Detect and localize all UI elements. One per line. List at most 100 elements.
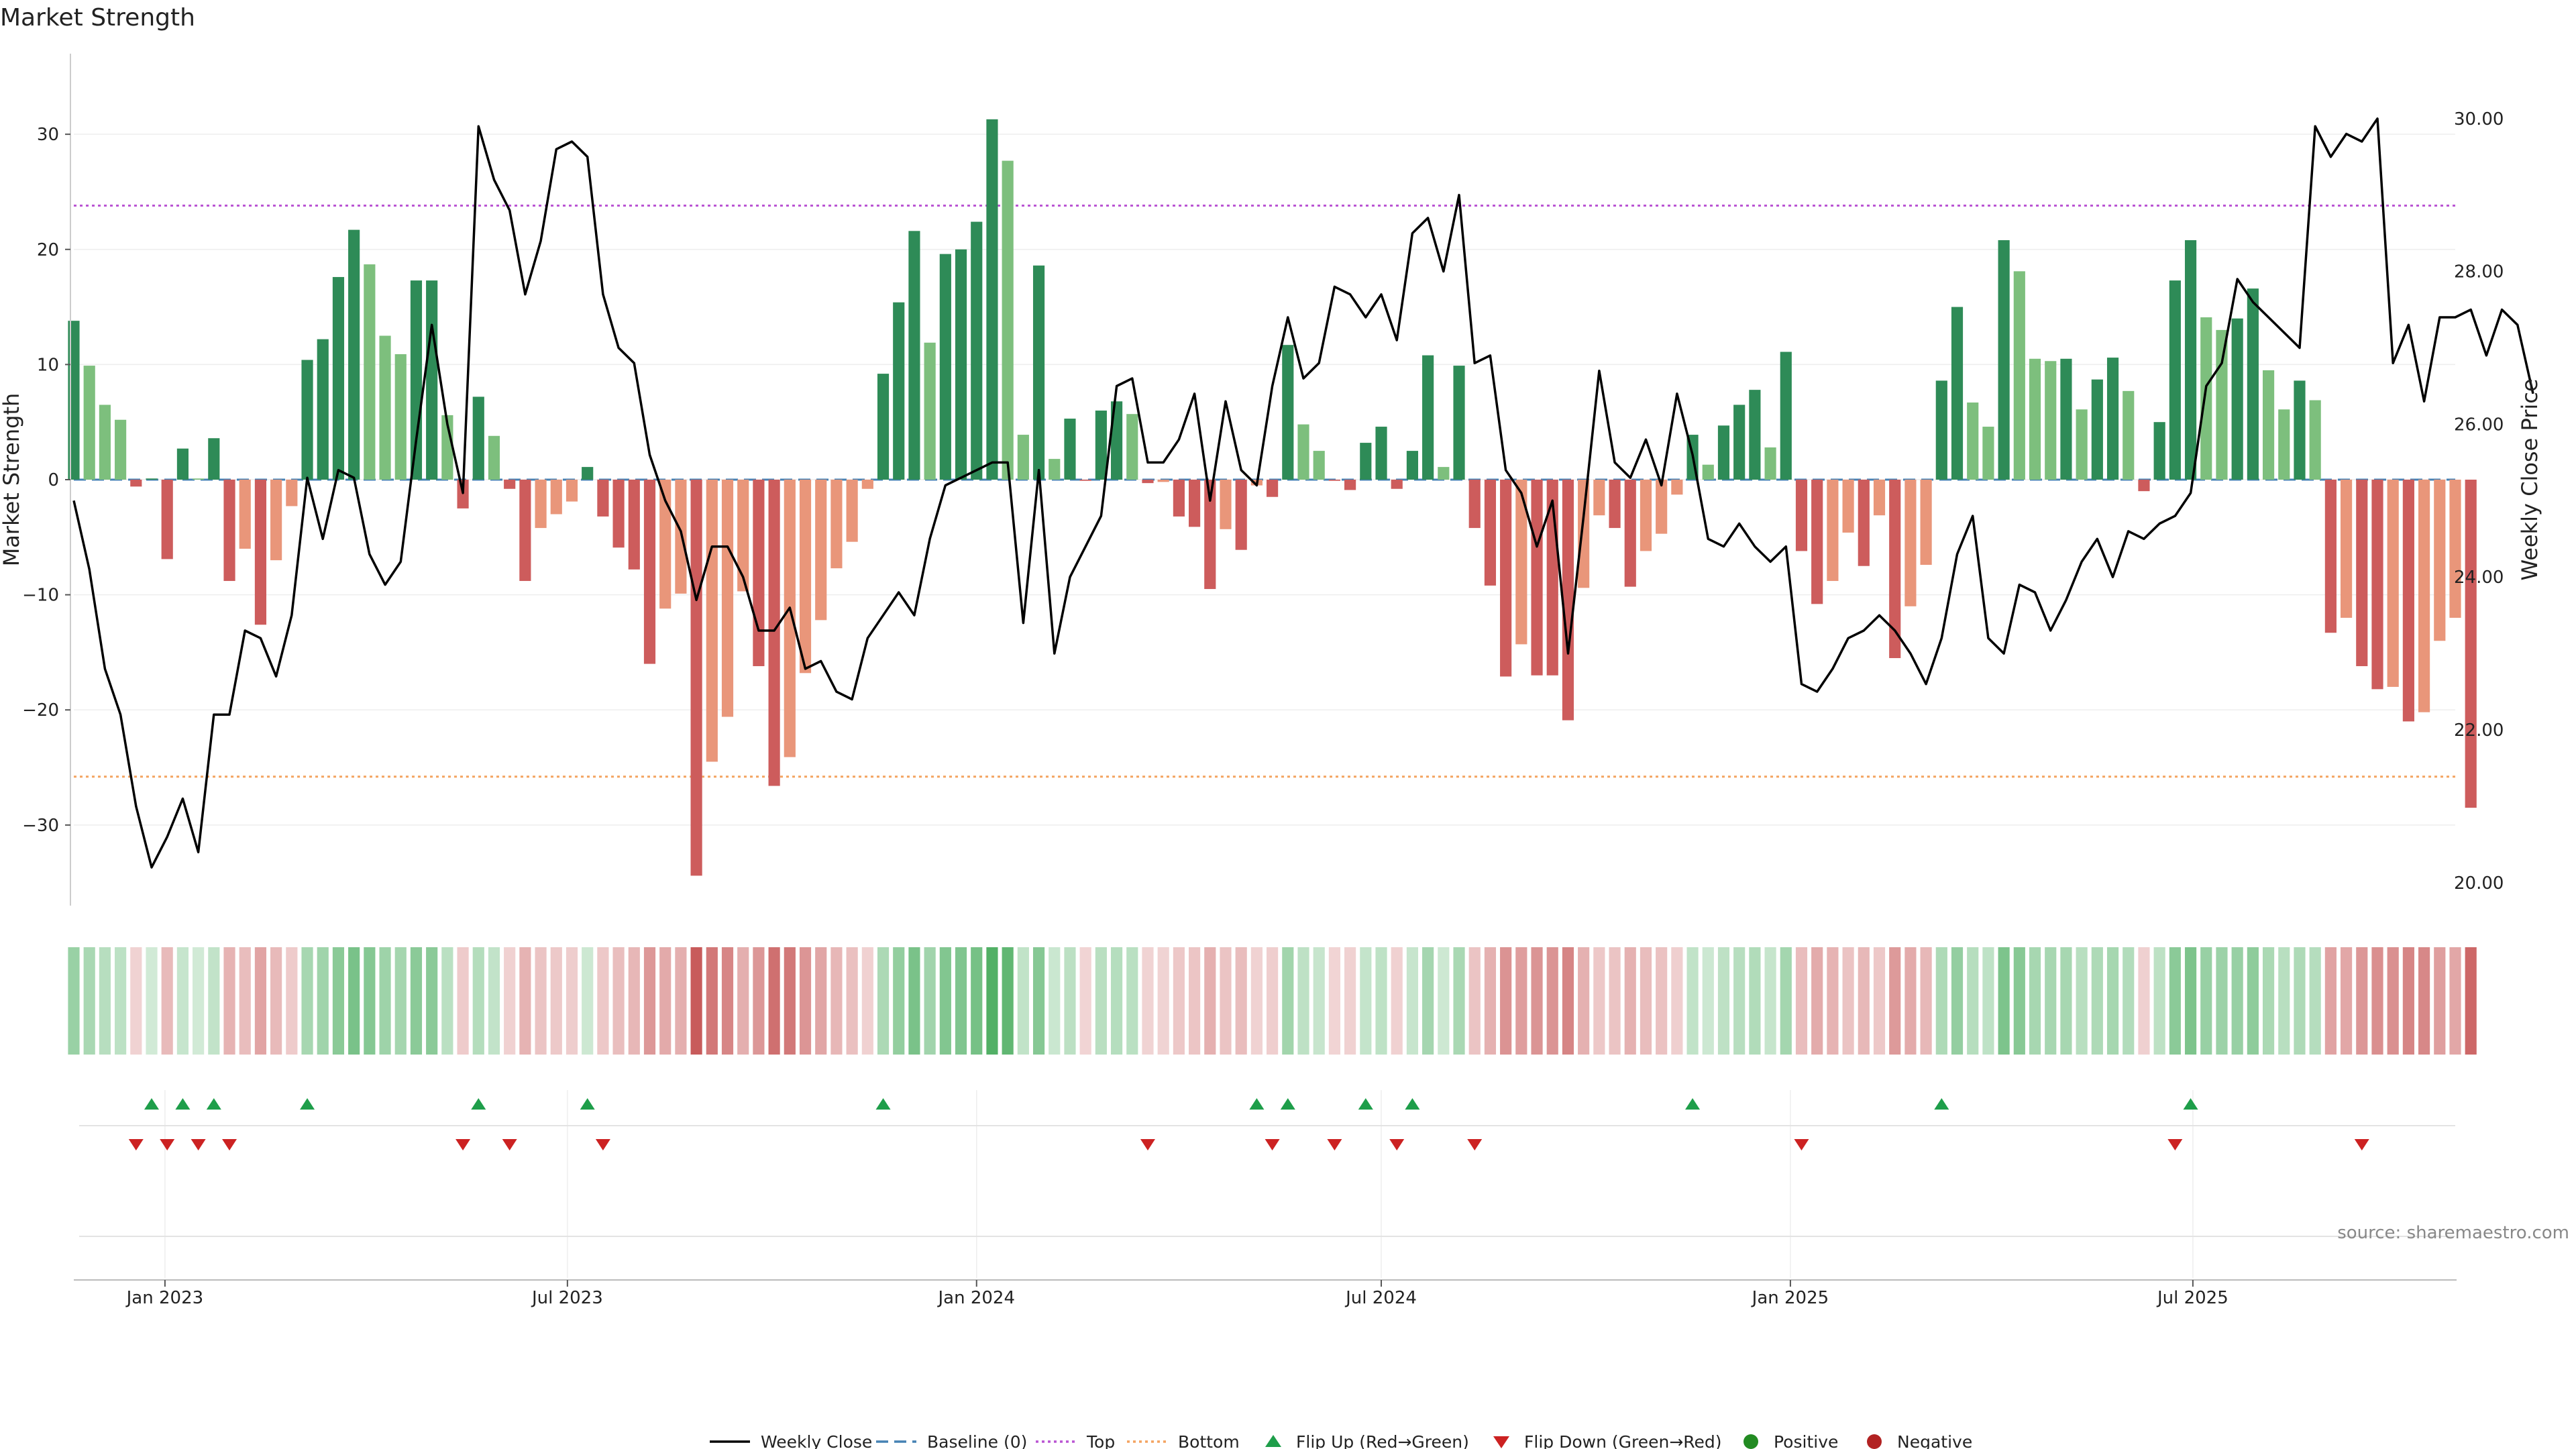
heat-cell — [908, 947, 920, 1055]
legend-label: Weekly Close — [761, 1432, 872, 1449]
strength-bar — [472, 396, 484, 480]
x-tick-label: Jan 2023 — [125, 1288, 204, 1308]
strength-bar — [146, 478, 158, 480]
strength-bar — [99, 405, 111, 480]
heat-cell — [410, 947, 423, 1055]
strength-bar — [908, 231, 920, 480]
heat-cell — [1717, 947, 1730, 1055]
heat-cell — [1764, 947, 1776, 1055]
heat-cell — [955, 947, 967, 1055]
strength-bar — [2060, 358, 2072, 480]
strength-bar — [830, 480, 843, 569]
strength-bar — [2045, 361, 2057, 480]
strength-bar — [1328, 480, 1340, 481]
heat-cell — [1904, 947, 1917, 1055]
strength-bar — [628, 480, 640, 570]
heat-cell — [115, 947, 127, 1055]
strength-bar — [1095, 411, 1107, 480]
strength-heat-strip — [68, 947, 2477, 1055]
heat-cell — [379, 947, 391, 1055]
strength-bar — [2184, 240, 2197, 480]
heat-cell — [2029, 947, 2041, 1055]
heat-cell — [348, 947, 360, 1055]
strength-bar — [1142, 480, 1154, 484]
heat-cell — [612, 947, 625, 1055]
y-tick-label: 0 — [48, 470, 59, 490]
heat-cell — [2387, 947, 2399, 1055]
heat-cell — [1360, 947, 1372, 1055]
heat-cell — [861, 947, 873, 1055]
heat-cell — [2123, 947, 2135, 1055]
heat-cell — [2449, 947, 2461, 1055]
heat-cell — [784, 947, 796, 1055]
strength-bar — [2029, 358, 2041, 480]
strength-bar — [1468, 480, 1481, 529]
strength-bar — [1282, 345, 1294, 480]
heat-cell — [254, 947, 267, 1055]
x-tick-label: Jul 2023 — [531, 1288, 603, 1308]
strength-bar — [223, 480, 235, 582]
strength-bar — [1624, 480, 1636, 587]
heat-cell — [2231, 947, 2243, 1055]
heat-cell — [877, 947, 890, 1055]
strength-bar — [1733, 405, 1746, 480]
heat-cell — [1189, 947, 1201, 1055]
heat-cell — [1235, 947, 1247, 1055]
flip-up-marker — [1405, 1098, 1420, 1110]
flip-up-marker — [144, 1098, 160, 1110]
heat-cell — [208, 947, 220, 1055]
heat-cell — [1142, 947, 1154, 1055]
heat-cell — [146, 947, 158, 1055]
strength-bar — [1904, 480, 1917, 606]
heat-cell — [2200, 947, 2212, 1055]
chart-title: Market Strength — [0, 4, 195, 32]
heat-cell — [2076, 947, 2088, 1055]
strength-bar — [2371, 480, 2383, 690]
heat-cell — [1422, 947, 1434, 1055]
strength-bar — [1002, 160, 1014, 480]
strength-bar — [1173, 480, 1185, 517]
strength-bar — [1453, 366, 1465, 480]
heat-cell — [301, 947, 313, 1055]
strength-bar — [2076, 409, 2088, 480]
heat-cell — [2184, 947, 2197, 1055]
heat-cell — [2216, 947, 2228, 1055]
heat-cell — [1873, 947, 1886, 1055]
flip-up-marker — [2183, 1098, 2198, 1110]
strength-bar — [504, 480, 516, 489]
strength-bar — [1049, 459, 1061, 480]
strength-bar — [2309, 400, 2321, 480]
strength-bar — [239, 480, 251, 549]
flip-up-marker — [875, 1098, 891, 1110]
flip-down-marker — [1327, 1139, 1342, 1150]
flip-up-marker — [206, 1098, 221, 1110]
heat-cell — [2169, 947, 2181, 1055]
heat-cell — [1842, 947, 1854, 1055]
heat-cell — [924, 947, 936, 1055]
heat-cell — [2324, 947, 2337, 1055]
heat-cell — [1110, 947, 1123, 1055]
strength-bar — [1110, 401, 1123, 480]
heat-cell — [628, 947, 640, 1055]
strength-bar — [1375, 427, 1387, 480]
heat-cell — [519, 947, 531, 1055]
heat-cell — [1702, 947, 1714, 1055]
heat-cell — [971, 947, 983, 1055]
strength-bar — [301, 360, 313, 480]
heat-cell — [1531, 947, 1543, 1055]
strength-bar — [208, 438, 220, 480]
heat-cell — [550, 947, 562, 1055]
heat-cell — [815, 947, 827, 1055]
heat-cell — [1267, 947, 1279, 1055]
strength-bar — [394, 354, 407, 480]
strength-bar — [1126, 414, 1138, 480]
legend-label: Flip Up (Red→Green) — [1296, 1432, 1469, 1449]
strength-bar — [986, 119, 998, 480]
heat-cell — [1173, 947, 1185, 1055]
strength-bar — [1017, 435, 1029, 480]
strength-bar — [130, 480, 142, 487]
heat-cell — [737, 947, 749, 1055]
heat-cell — [2153, 947, 2165, 1055]
strength-bar — [550, 480, 562, 515]
heat-cell — [566, 947, 578, 1055]
